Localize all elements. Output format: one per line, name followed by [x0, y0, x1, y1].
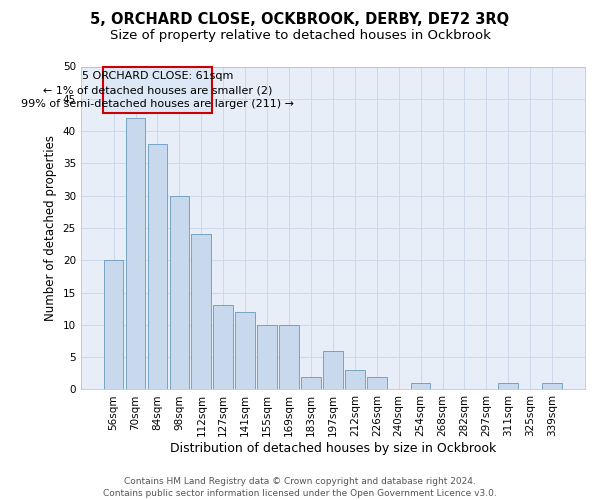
Bar [301, 376, 321, 390]
Bar [345, 370, 365, 390]
Bar [367, 376, 386, 390]
Bar [170, 196, 189, 390]
Bar [148, 144, 167, 390]
Bar [235, 312, 255, 390]
Bar [499, 383, 518, 390]
Bar [542, 383, 562, 390]
Text: 5, ORCHARD CLOSE, OCKBROOK, DERBY, DE72 3RQ: 5, ORCHARD CLOSE, OCKBROOK, DERBY, DE72 … [91, 12, 509, 28]
X-axis label: Distribution of detached houses by size in Ockbrook: Distribution of detached houses by size … [170, 442, 496, 455]
Bar [214, 306, 233, 390]
Text: Contains HM Land Registry data © Crown copyright and database right 2024.
Contai: Contains HM Land Registry data © Crown c… [103, 476, 497, 498]
Bar [279, 325, 299, 390]
Bar [125, 118, 145, 390]
Text: Size of property relative to detached houses in Ockbrook: Size of property relative to detached ho… [110, 29, 490, 42]
Bar [411, 383, 430, 390]
Bar [323, 350, 343, 390]
FancyBboxPatch shape [103, 67, 212, 113]
Bar [104, 260, 124, 390]
Text: 5 ORCHARD CLOSE: 61sqm
← 1% of detached houses are smaller (2)
99% of semi-detac: 5 ORCHARD CLOSE: 61sqm ← 1% of detached … [21, 71, 294, 109]
Y-axis label: Number of detached properties: Number of detached properties [44, 135, 57, 321]
Bar [191, 234, 211, 390]
Bar [257, 325, 277, 390]
